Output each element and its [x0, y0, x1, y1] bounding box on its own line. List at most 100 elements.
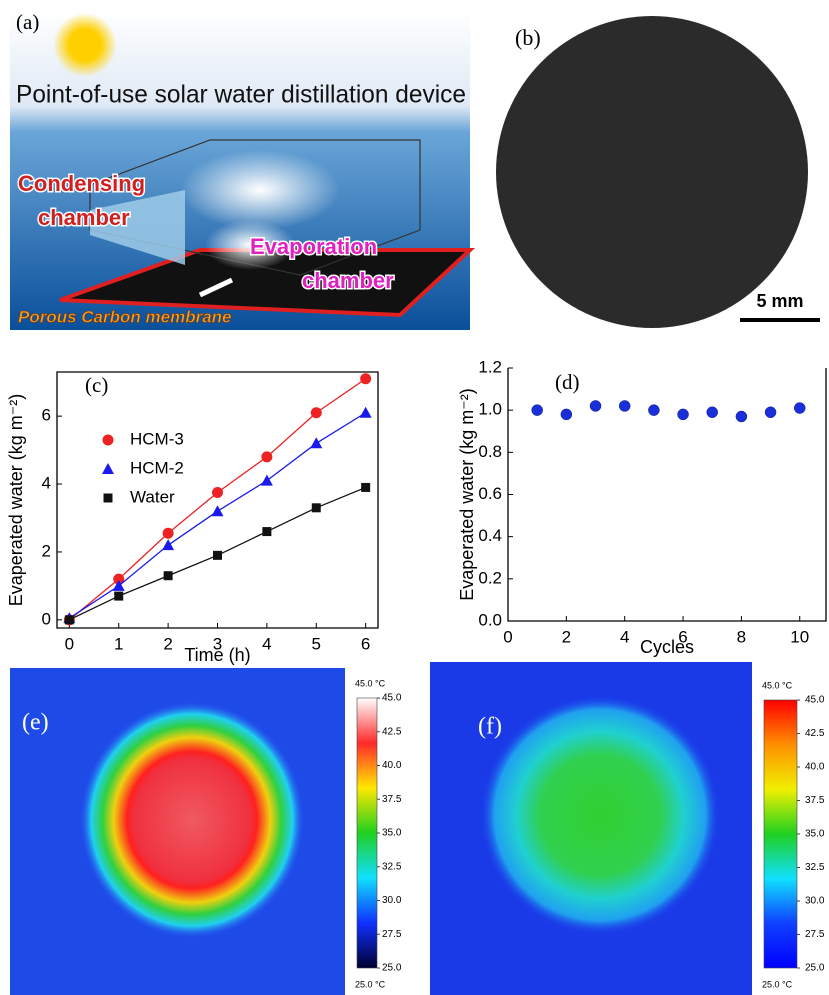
marker	[164, 571, 173, 580]
marker	[678, 409, 689, 420]
legend-marker	[103, 435, 114, 446]
x-tick-label: 4	[262, 634, 271, 653]
panel-label: (c)	[85, 373, 108, 397]
marker	[310, 437, 322, 448]
colorbar	[357, 698, 377, 968]
y-tick-label: 0.8	[478, 442, 502, 461]
colorbar-tick-label: 27.5	[382, 929, 402, 940]
x-tick-label: 0	[503, 627, 512, 646]
marker	[162, 539, 174, 550]
marker	[114, 592, 123, 601]
y-axis-label: Evaperated water (kg m⁻²)	[6, 394, 26, 607]
marker	[261, 451, 272, 462]
marker	[794, 403, 805, 414]
colorbar-tick-label: 27.5	[805, 929, 825, 940]
x-tick-label: 2	[163, 634, 172, 653]
x-tick-label: 6	[361, 634, 370, 653]
marker	[590, 400, 601, 411]
colorbar-tick-label: 45.0	[382, 693, 402, 704]
marker	[707, 407, 718, 418]
condensing-label: chamber	[38, 205, 130, 230]
marker	[213, 551, 222, 560]
marker	[212, 505, 224, 516]
legend-marker	[102, 463, 114, 474]
colorbar	[764, 700, 797, 968]
panel-label: (f)	[478, 714, 502, 740]
marker	[561, 409, 572, 420]
colorbar-tick-label: 25.0	[382, 963, 402, 974]
y-axis-label: Evaperated water (kg m⁻²)	[457, 388, 477, 601]
colorbar-min-label: 25.0 °C	[355, 979, 386, 989]
hot-spot	[480, 695, 720, 935]
legend-marker	[104, 494, 113, 503]
colorbar-tick-label: 40.0	[805, 762, 825, 773]
colorbar-tick-label: 32.5	[805, 862, 825, 873]
legend-label: Water	[130, 487, 175, 506]
y-tick-label: 0.6	[478, 484, 502, 503]
y-tick-label: 1.2	[478, 357, 502, 376]
marker	[312, 503, 321, 512]
marker	[163, 528, 174, 539]
colorbar-tick-label: 35.0	[382, 828, 402, 839]
marker	[648, 405, 659, 416]
sun	[53, 13, 117, 77]
evaporation-label: chamber	[302, 268, 394, 293]
marker	[65, 615, 74, 624]
page: {"panels": { "a": {"label": "(a)", "titl…	[0, 0, 829, 995]
marker	[765, 407, 776, 418]
illustration-title: Point-of-use solar water distillation de…	[16, 81, 466, 109]
colorbar-tick-label: 42.5	[382, 726, 402, 737]
x-tick-label: 0	[65, 634, 74, 653]
scale-label: 5 mm	[756, 291, 803, 311]
colorbar-tick-label: 37.5	[805, 795, 825, 806]
legend-label: HCM-2	[130, 458, 184, 477]
panel-label: (d)	[555, 370, 580, 394]
y-tick-label: 0.0	[478, 610, 502, 629]
colorbar-max-label: 45.0 °C	[355, 678, 386, 688]
y-tick-label: 0	[42, 609, 51, 628]
x-tick-label: 8	[737, 627, 746, 646]
colorbar-tick-label: 25.0	[805, 963, 825, 974]
x-axis-label: Time (h)	[184, 645, 250, 665]
colorbar-max-label: 45.0 °C	[762, 680, 793, 690]
figure: (a) Point-of-use solar water distillation…	[0, 0, 829, 995]
y-tick-label: 0.4	[478, 526, 502, 545]
y-tick-label: 6	[42, 406, 51, 425]
marker	[311, 407, 322, 418]
panel-label: (b)	[515, 25, 541, 50]
membrane-photo	[496, 16, 808, 328]
evaporation-label: Evaporation	[250, 234, 377, 259]
y-tick-label: 0.2	[478, 568, 502, 587]
marker	[212, 487, 223, 498]
marker	[360, 407, 372, 418]
panel-label: (e)	[22, 710, 49, 736]
x-tick-label: 2	[562, 627, 571, 646]
hot-spot	[80, 702, 304, 938]
colorbar-tick-label: 35.0	[805, 829, 825, 840]
colorbar-tick-label: 42.5	[805, 728, 825, 739]
colorbar-tick-label: 40.0	[382, 760, 402, 771]
marker	[736, 411, 747, 422]
vapor	[180, 150, 340, 230]
colorbar-tick-label: 37.5	[382, 794, 402, 805]
marker	[361, 483, 370, 492]
x-axis-label: Cycles	[640, 637, 694, 657]
marker	[619, 400, 630, 411]
marker	[360, 373, 371, 384]
colorbar-min-label: 25.0 °C	[762, 979, 793, 989]
legend-label: HCM-3	[130, 429, 184, 448]
x-tick-label: 5	[312, 634, 321, 653]
panel-label: (a)	[16, 10, 39, 34]
y-tick-label: 4	[42, 474, 51, 493]
x-tick-label: 4	[620, 627, 629, 646]
x-tick-label: 10	[790, 627, 809, 646]
condensing-label: Condensing	[18, 171, 145, 196]
y-tick-label: 2	[42, 541, 51, 560]
marker	[532, 405, 543, 416]
membrane-label: Porous Carbon membrane	[18, 307, 232, 326]
colorbar-tick-label: 30.0	[805, 896, 825, 907]
x-tick-label: 1	[114, 634, 123, 653]
colorbar-tick-label: 45.0	[805, 695, 825, 706]
colorbar-tick-label: 32.5	[382, 861, 402, 872]
colorbar-tick-label: 30.0	[382, 895, 402, 906]
